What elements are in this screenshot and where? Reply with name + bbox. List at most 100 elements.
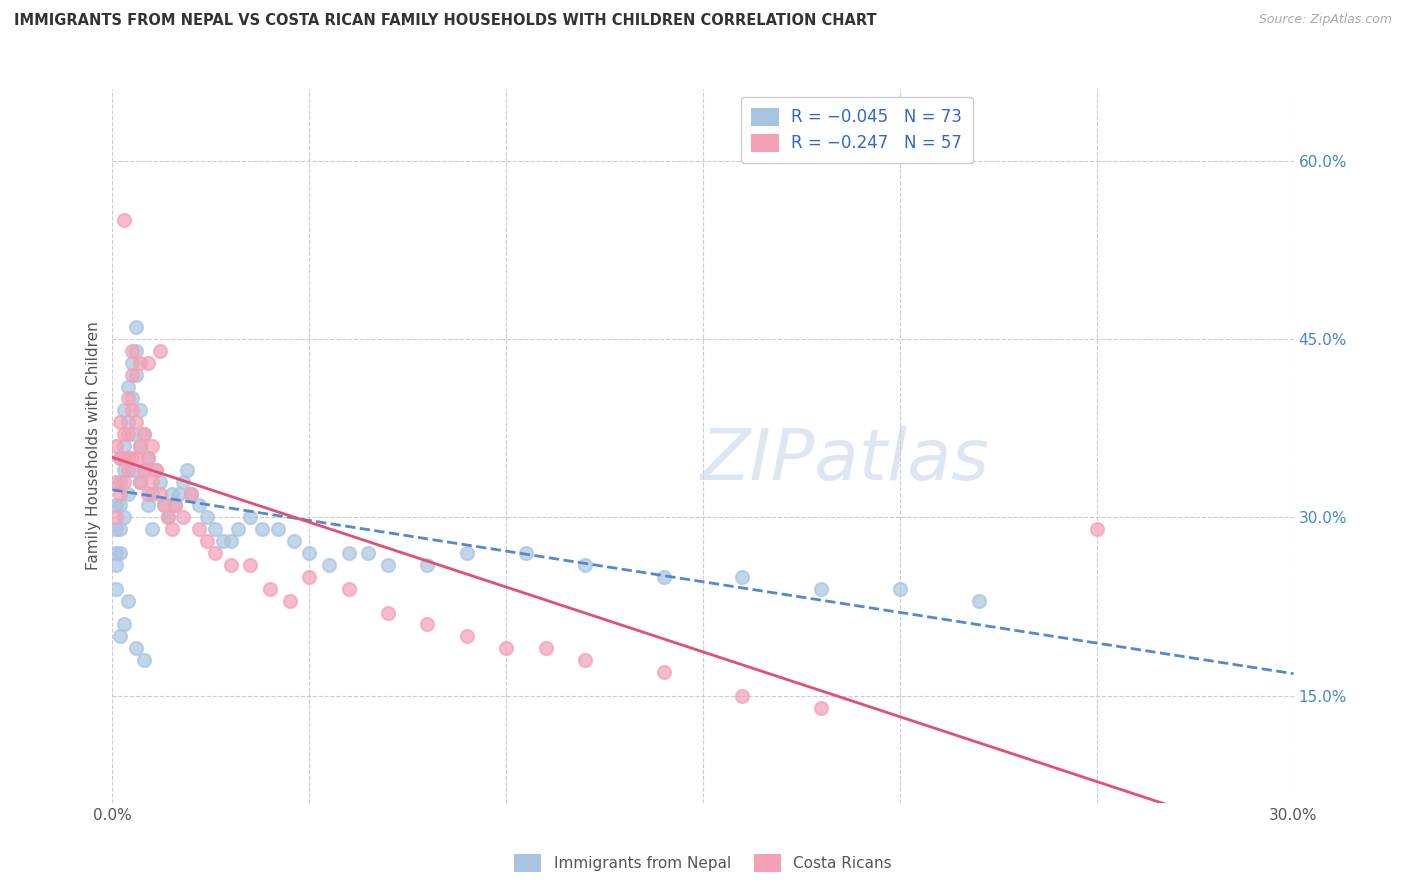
Point <box>141 522 163 536</box>
Point <box>278 593 301 607</box>
Point <box>318 558 340 572</box>
Point <box>117 427 139 442</box>
Point <box>117 450 139 465</box>
Point <box>283 534 305 549</box>
Point <box>195 534 218 549</box>
Point <box>105 510 128 524</box>
Point <box>889 582 911 596</box>
Point <box>188 522 211 536</box>
Point <box>117 392 139 406</box>
Point <box>156 510 179 524</box>
Point <box>136 450 159 465</box>
Point <box>495 641 517 656</box>
Point <box>145 463 167 477</box>
Point <box>117 463 139 477</box>
Point <box>141 475 163 489</box>
Point <box>250 522 273 536</box>
Point <box>172 510 194 524</box>
Point <box>149 343 172 358</box>
Point <box>967 593 990 607</box>
Point <box>456 629 478 643</box>
Point <box>112 213 135 227</box>
Point <box>1085 522 1108 536</box>
Point <box>574 653 596 667</box>
Point <box>129 356 152 370</box>
Point <box>652 570 675 584</box>
Point <box>125 343 148 358</box>
Point <box>195 510 218 524</box>
Point <box>110 475 132 489</box>
Point <box>121 343 143 358</box>
Point <box>160 522 183 536</box>
Point <box>416 617 439 632</box>
Point <box>110 486 132 500</box>
Point <box>121 463 143 477</box>
Point <box>117 593 139 607</box>
Point <box>112 463 135 477</box>
Legend: R = −0.045   N = 73, R = −0.247   N = 57: R = −0.045 N = 73, R = −0.247 N = 57 <box>741 97 973 163</box>
Legend: Immigrants from Nepal, Costa Ricans: Immigrants from Nepal, Costa Ricans <box>506 846 900 880</box>
Point <box>357 546 380 560</box>
Point <box>456 546 478 560</box>
Point <box>132 463 155 477</box>
Point <box>136 450 159 465</box>
Point <box>129 403 152 417</box>
Point <box>156 510 179 524</box>
Point <box>129 439 152 453</box>
Point <box>731 689 754 703</box>
Point <box>152 499 174 513</box>
Point <box>105 439 128 453</box>
Point <box>172 475 194 489</box>
Point <box>259 582 281 596</box>
Point <box>239 558 262 572</box>
Point <box>228 522 250 536</box>
Point <box>337 582 360 596</box>
Point <box>298 546 321 560</box>
Point <box>110 450 132 465</box>
Point <box>219 558 242 572</box>
Point <box>110 629 132 643</box>
Point <box>121 356 143 370</box>
Point <box>136 486 159 500</box>
Point <box>129 475 152 489</box>
Point <box>110 415 132 429</box>
Point <box>267 522 290 536</box>
Point <box>180 486 202 500</box>
Point <box>652 665 675 679</box>
Point <box>416 558 439 572</box>
Point <box>204 522 226 536</box>
Point <box>125 320 148 334</box>
Point <box>810 700 832 714</box>
Point <box>117 379 139 393</box>
Point <box>515 546 537 560</box>
Text: Source: ZipAtlas.com: Source: ZipAtlas.com <box>1258 13 1392 27</box>
Point <box>105 582 128 596</box>
Point <box>145 463 167 477</box>
Point <box>110 522 132 536</box>
Point <box>165 499 187 513</box>
Point <box>211 534 233 549</box>
Point <box>337 546 360 560</box>
Point <box>112 427 135 442</box>
Point <box>141 486 163 500</box>
Point <box>377 558 399 572</box>
Point <box>132 427 155 442</box>
Point <box>377 606 399 620</box>
Point <box>188 499 211 513</box>
Point <box>574 558 596 572</box>
Point <box>141 439 163 453</box>
Point <box>121 368 143 382</box>
Point <box>204 546 226 560</box>
Point <box>176 463 198 477</box>
Point <box>169 486 191 500</box>
Point <box>180 486 202 500</box>
Point <box>129 475 152 489</box>
Point <box>152 499 174 513</box>
Point <box>125 368 148 382</box>
Point <box>112 475 135 489</box>
Point <box>731 570 754 584</box>
Point <box>125 415 148 429</box>
Point <box>121 392 143 406</box>
Point <box>136 356 159 370</box>
Point <box>132 427 155 442</box>
